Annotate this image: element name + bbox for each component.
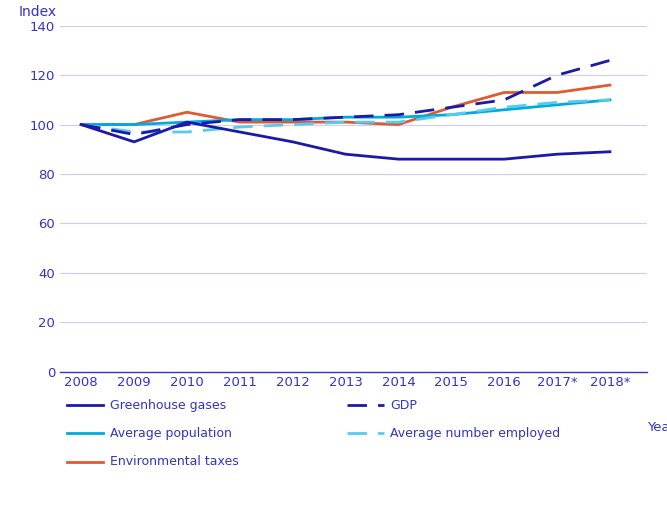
Text: Average population: Average population [110, 427, 232, 440]
Text: Environmental taxes: Environmental taxes [110, 455, 239, 469]
Text: GDP: GDP [390, 398, 417, 412]
Text: Index: Index [19, 5, 57, 19]
Text: Year: Year [647, 421, 667, 433]
Text: Average number employed: Average number employed [390, 427, 560, 440]
Text: Greenhouse gases: Greenhouse gases [110, 398, 226, 412]
